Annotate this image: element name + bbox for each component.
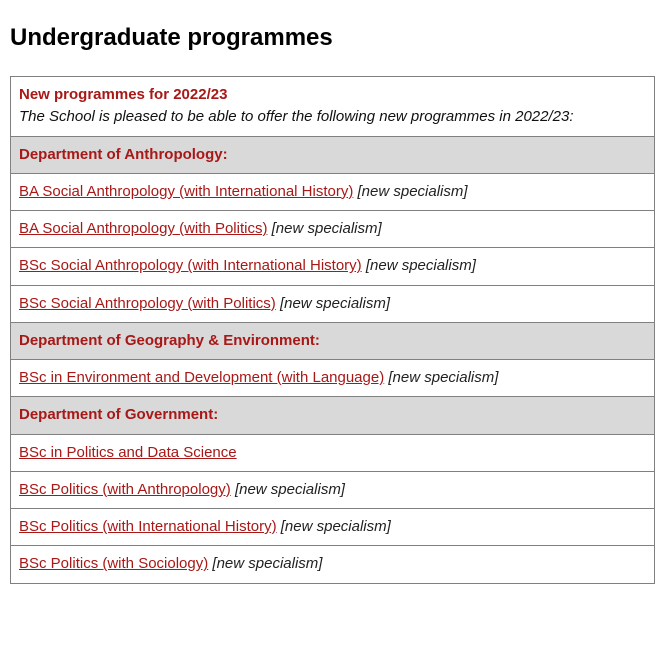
- programme-note: [new specialism]: [272, 220, 382, 237]
- programme-link[interactable]: BSc Social Anthropology (with Politics): [19, 295, 276, 312]
- department-header: Department of Anthropology:: [11, 136, 655, 173]
- programme-note: [new specialism]: [358, 183, 468, 200]
- programme-note: [new specialism]: [212, 555, 322, 572]
- programme-link[interactable]: BSc Politics (with International History…: [19, 518, 277, 535]
- programme-row: BSc Politics (with International History…: [11, 509, 655, 546]
- programme-link[interactable]: BSc Social Anthropology (with Internatio…: [19, 257, 362, 274]
- programme-row: BSc Social Anthropology (with Internatio…: [11, 248, 655, 285]
- intro-title: New programmes for 2022/23: [19, 85, 646, 105]
- department-header: Department of Government:: [11, 397, 655, 434]
- programme-row: BSc Social Anthropology (with Politics) …: [11, 285, 655, 322]
- programme-link[interactable]: BSc in Politics and Data Science: [19, 444, 237, 461]
- programme-link[interactable]: BSc Politics (with Anthropology): [19, 481, 231, 498]
- programme-row: BSc in Politics and Data Science: [11, 434, 655, 471]
- programme-row: BA Social Anthropology (with Politics) […: [11, 211, 655, 248]
- programme-row: BSc Politics (with Anthropology) [new sp…: [11, 471, 655, 508]
- programme-note: [new specialism]: [235, 481, 345, 498]
- programme-link[interactable]: BSc in Environment and Development (with…: [19, 369, 384, 386]
- programme-note: [new specialism]: [366, 257, 476, 274]
- programmes-table: New programmes for 2022/23 The School is…: [10, 76, 655, 584]
- programme-row: BSc Politics (with Sociology) [new speci…: [11, 546, 655, 583]
- page-title: Undergraduate programmes: [10, 24, 661, 52]
- department-header: Department of Geography & Environment:: [11, 322, 655, 359]
- programme-row: BSc in Environment and Development (with…: [11, 360, 655, 397]
- intro-text: The School is pleased to be able to offe…: [19, 108, 574, 125]
- programme-link[interactable]: BA Social Anthropology (with Internation…: [19, 183, 353, 200]
- programme-link[interactable]: BA Social Anthropology (with Politics): [19, 220, 267, 237]
- programme-link[interactable]: BSc Politics (with Sociology): [19, 555, 208, 572]
- programme-row: BA Social Anthropology (with Internation…: [11, 173, 655, 210]
- programme-note: [new specialism]: [281, 518, 391, 535]
- intro-cell: New programmes for 2022/23 The School is…: [11, 77, 655, 137]
- programme-note: [new specialism]: [388, 369, 498, 386]
- programme-note: [new specialism]: [280, 295, 390, 312]
